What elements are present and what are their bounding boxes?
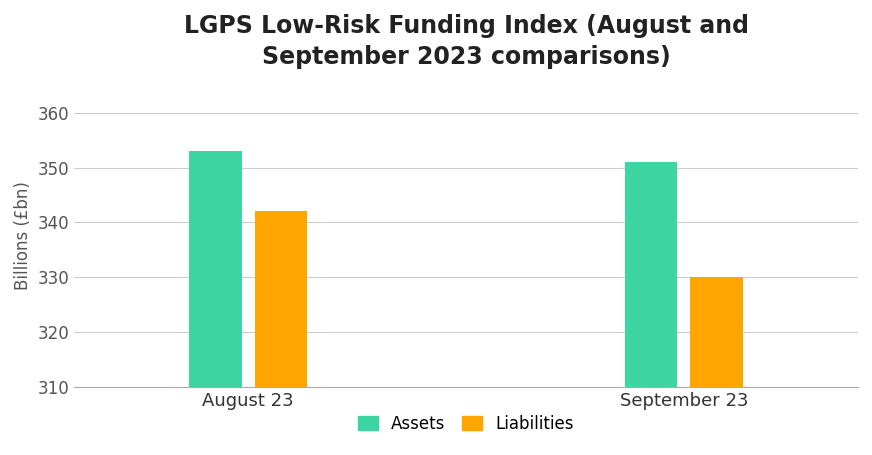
Y-axis label: Billions (£bn): Billions (£bn) (14, 182, 32, 290)
Bar (255, 212, 307, 387)
Title: LGPS Low-Risk Funding Index (August and
September 2023 comparisons): LGPS Low-Risk Funding Index (August and … (184, 14, 748, 70)
Bar (189, 151, 242, 387)
Bar (691, 277, 743, 387)
Legend: Assets, Liabilities: Assets, Liabilities (358, 415, 574, 433)
Bar (625, 162, 678, 387)
